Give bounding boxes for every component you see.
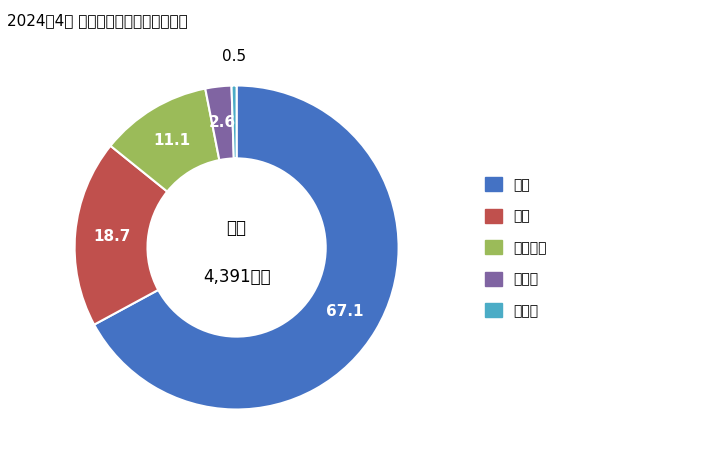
Text: 4,391万円: 4,391万円	[203, 268, 270, 286]
Wedge shape	[205, 86, 234, 160]
Text: 67.1: 67.1	[325, 304, 363, 319]
Text: 総額: 総額	[226, 219, 247, 237]
Wedge shape	[232, 86, 237, 158]
Text: 2024年4月 輸入相手国のシェア（％）: 2024年4月 輸入相手国のシェア（％）	[7, 14, 188, 28]
Text: 0.5: 0.5	[221, 49, 245, 64]
Text: 2.6: 2.6	[209, 115, 236, 130]
Text: 18.7: 18.7	[93, 229, 130, 243]
Legend: 中国, 韓国, ベルギー, ドイツ, その他: 中国, 韓国, ベルギー, ドイツ, その他	[478, 170, 553, 325]
Wedge shape	[111, 89, 219, 192]
Text: 11.1: 11.1	[153, 133, 190, 148]
Wedge shape	[74, 146, 167, 324]
Wedge shape	[94, 86, 399, 410]
